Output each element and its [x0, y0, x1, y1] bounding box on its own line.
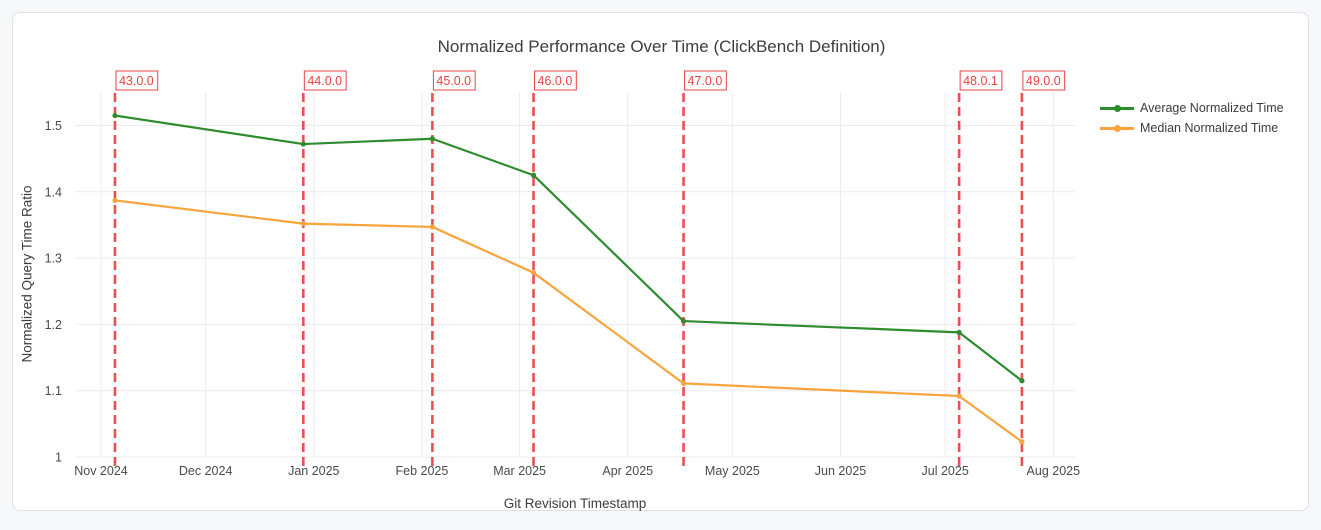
x-tick-label: Jun 2025 [815, 464, 866, 478]
release-annotation-box [432, 70, 476, 91]
release-annotation-box [115, 70, 159, 91]
data-point [429, 224, 435, 230]
data-point [956, 329, 962, 335]
chart-card [12, 12, 1309, 511]
x-tick-label: Nov 2024 [74, 464, 128, 478]
x-tick-label: Jan 2025 [288, 464, 339, 478]
release-annotation-label: 46.0.0 [538, 74, 573, 88]
y-tick-label: 1.2 [45, 318, 62, 332]
data-point [1019, 439, 1025, 445]
release-annotation-49.0.0: 49.0.0 [1022, 70, 1066, 91]
legend: Average Normalized Time Median Normalize… [1100, 98, 1284, 138]
series-line-median [113, 199, 1024, 443]
legend-item-median[interactable]: Median Normalized Time [1100, 118, 1284, 138]
data-point [680, 318, 687, 324]
x-axis-title: Git Revision Timestamp [503, 496, 647, 511]
y-tick-label: 1 [55, 451, 62, 465]
release-annotation-label: 48.0.1 [963, 74, 998, 88]
x-tick-label: Apr 2025 [602, 464, 653, 478]
x-tick-label: Jul 2025 [922, 464, 969, 478]
data-point [956, 393, 962, 399]
data-point [530, 172, 537, 178]
release-annotation-box [684, 70, 727, 91]
release-annotation-47.0.0: 47.0.0 [684, 70, 727, 91]
data-point [1019, 378, 1025, 384]
data-point [300, 141, 306, 147]
release-annotation-43.0.0: 43.0.0 [115, 70, 159, 91]
data-point [300, 221, 306, 227]
legend-label-average: Average Normalized Time [1140, 101, 1284, 115]
legend-item-average[interactable]: Average Normalized Time [1100, 98, 1284, 118]
release-annotation-box [959, 70, 1003, 91]
series-line-average [113, 114, 1024, 382]
y-tick-label: 1.4 [45, 185, 62, 199]
y-tick-label: 1.1 [45, 384, 62, 398]
y-tick-label: 1.3 [45, 252, 62, 266]
release-annotation-box [303, 70, 347, 91]
y-axis-title: Normalized Query Time Ratio [19, 185, 35, 363]
release-annotation-45.0.0: 45.0.0 [432, 70, 476, 91]
release-annotation-46.0.0: 46.0.0 [534, 70, 577, 91]
x-tick-label: Feb 2025 [396, 464, 449, 478]
release-annotation-label: 43.0.0 [119, 74, 154, 88]
release-annotation-box [534, 70, 577, 91]
average-series-swatch-icon [1100, 104, 1134, 113]
data-point [680, 380, 687, 387]
x-tick-label: Mar 2025 [493, 464, 546, 478]
data-point [112, 112, 118, 119]
legend-label-median: Median Normalized Time [1140, 121, 1279, 135]
x-tick-label: Dec 2024 [179, 464, 233, 478]
release-annotation-label: 45.0.0 [436, 74, 471, 88]
release-annotation-48.0.1: 48.0.1 [959, 70, 1003, 91]
x-tick-label: Aug 2025 [1027, 464, 1081, 478]
x-tick-label: May 2025 [705, 464, 760, 478]
release-annotation-label: 47.0.0 [688, 74, 723, 88]
data-point [530, 270, 537, 276]
release-annotation-box [1022, 70, 1066, 91]
data-point [112, 197, 118, 204]
release-annotation-44.0.0: 44.0.0 [303, 70, 347, 91]
median-series-swatch-icon [1100, 124, 1134, 133]
release-annotation-label: 44.0.0 [307, 74, 342, 88]
chart-title: Normalized Performance Over Time (ClickB… [437, 37, 886, 56]
release-annotation-label: 49.0.0 [1026, 74, 1061, 88]
data-point [429, 136, 435, 142]
y-tick-label: 1.5 [45, 119, 62, 133]
